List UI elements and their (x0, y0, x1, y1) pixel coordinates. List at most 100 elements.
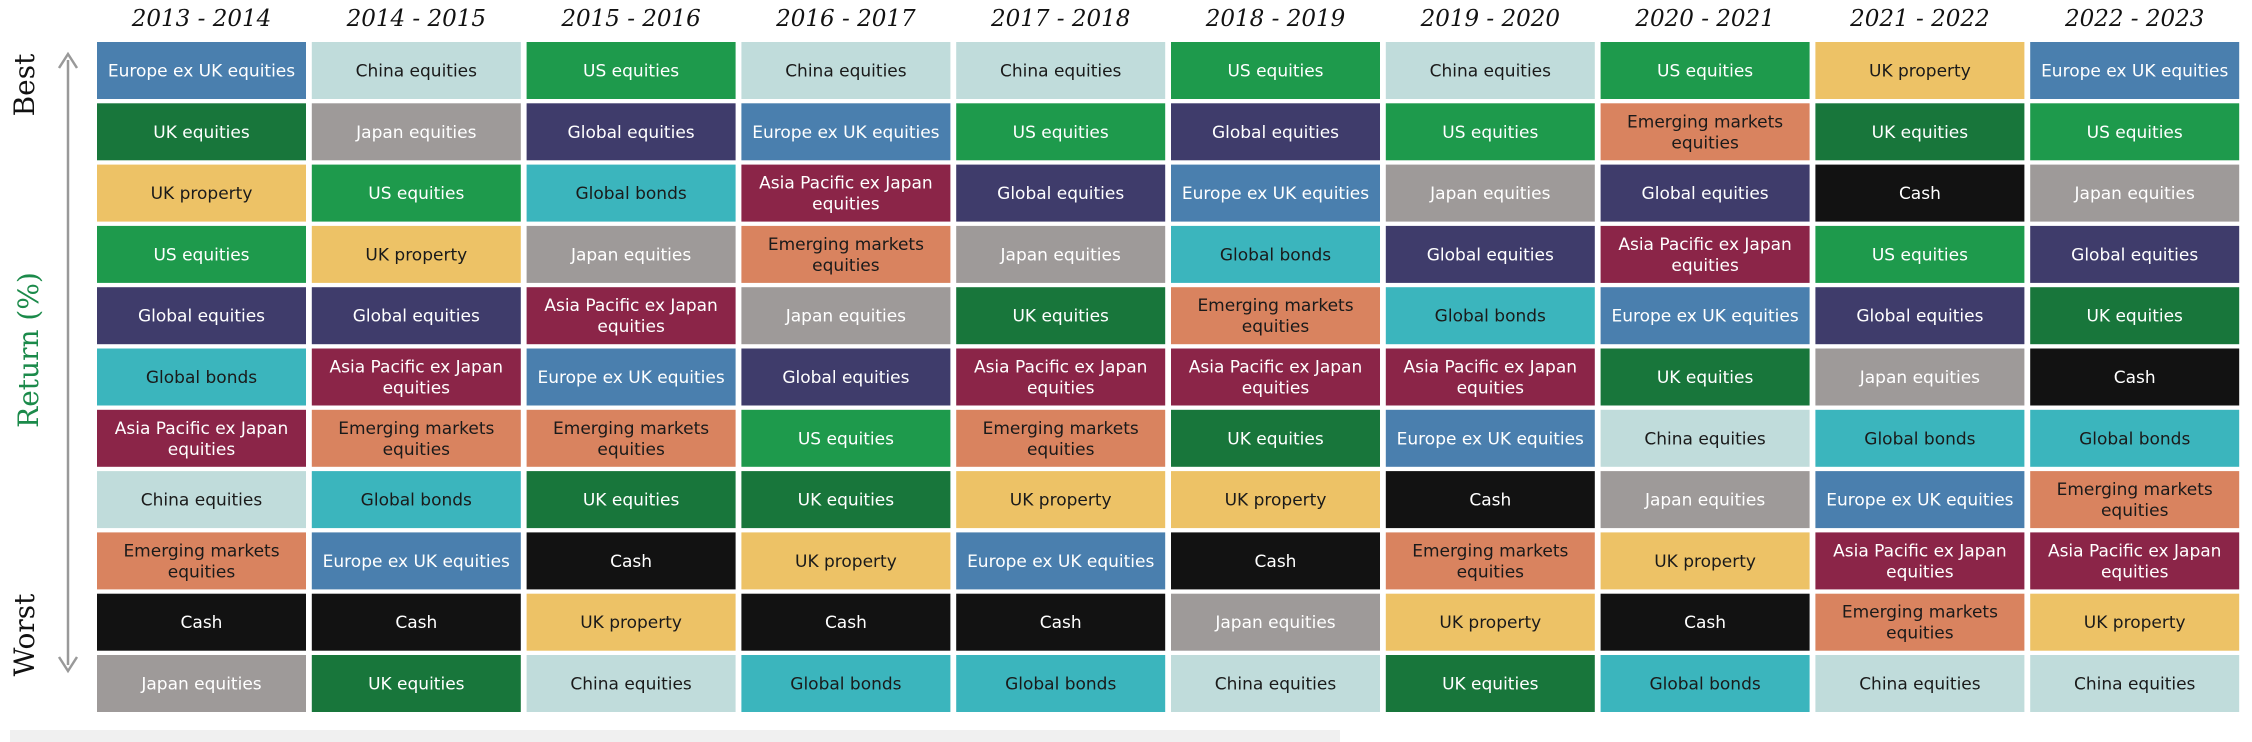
cell-label: Cash (1899, 184, 1941, 204)
ranking-cell: Emerging markets equities (311, 409, 521, 467)
cell-fill-global-bonds (2030, 409, 2240, 467)
cell-fill-cash (741, 593, 951, 651)
ranking-cell: Asia Pacific ex Japan equities (1815, 532, 2025, 590)
ranking-cell: China equities (1171, 655, 1380, 712)
cell-fill-uk-equities (1815, 103, 2025, 161)
ranking-cell: Global bonds (1815, 409, 2025, 467)
cell-fill-cash (1385, 471, 1595, 529)
cell-label: Global bonds (1435, 307, 1546, 327)
ranking-cell: Emerging markets equities (1385, 532, 1595, 590)
ranking-cell: Global bonds (2030, 409, 2240, 467)
cell-label: Europe ex UK equities (108, 62, 295, 82)
ranking-cell: Global equities (1385, 225, 1595, 283)
ranking-cell: Cash (1385, 471, 1595, 529)
cell-label: China equities (2074, 675, 2196, 695)
cell-label: China equities (785, 62, 907, 82)
cell-fill-europe-ex-uk-equities (956, 532, 1166, 590)
cell-fill-uk-equities (1385, 655, 1595, 712)
ranking-cell: Asia Pacific ex Japan equities (1600, 225, 1810, 283)
cell-label: UK equities (798, 491, 895, 511)
cell-label: Europe ex UK equities (752, 123, 939, 143)
ranking-cell: UK property (526, 593, 736, 651)
ranking-cell: UK property (956, 471, 1166, 529)
ranking-cell: Cash (741, 593, 951, 651)
cell-label: Global equities (353, 307, 480, 327)
ranking-cell: Global equities (741, 348, 951, 406)
cell-fill-cash (1171, 532, 1380, 590)
ranking-cell: Emerging markets equities (97, 532, 306, 590)
ranking-cell: Emerging markets equities (1815, 593, 2025, 651)
ranking-cell: Japan equities (1600, 471, 1810, 529)
ranking-cell: UK property (741, 532, 951, 590)
cell-label: Cash (1255, 552, 1297, 572)
cell-label: Global equities (782, 368, 909, 388)
cell-fill-asia-pacific-ex-japan-equities (1600, 225, 1810, 283)
ranking-cell: China equities (97, 471, 306, 529)
cell-fill-europe-ex-uk-equities (1385, 409, 1595, 467)
ranking-cell: Japan equities (526, 225, 736, 283)
ranking-cell: Global equities (526, 103, 736, 161)
cell-label: Japan equities (570, 245, 691, 265)
ranking-cell: China equities (1385, 42, 1595, 99)
cell-fill-japan-equities (956, 225, 1166, 283)
cell-fill-asia-pacific-ex-japan-equities (1171, 348, 1380, 406)
cell-fill-global-bonds (1600, 655, 1810, 712)
cell-fill-japan-equities (1385, 164, 1595, 222)
cell-fill-asia-pacific-ex-japan-equities (741, 164, 951, 222)
ranking-cell: Global equities (2030, 225, 2240, 283)
cell-label: Emerging markets equities (338, 419, 494, 460)
cell-fill-global-equities (1171, 103, 1380, 161)
cell-label: Asia Pacific ex Japan equities (2048, 541, 2222, 582)
cell-label: UK equities (153, 123, 250, 143)
year-label-2014-2015: 2014 - 2015 (346, 6, 486, 32)
ranking-cell: Cash (97, 593, 306, 651)
cell-fill-europe-ex-uk-equities (311, 532, 521, 590)
ranking-cell: Japan equities (2030, 164, 2240, 222)
year-label-2016-2017: 2016 - 2017 (775, 6, 916, 32)
ranking-cell: Cash (1815, 164, 2025, 222)
ranking-cell: UK property (97, 164, 306, 222)
year-header-row: 2013 - 2014 2014 - 2015 2015 - 2016 2016 - … (131, 6, 2205, 32)
ranking-cell: Asia Pacific ex Japan equities (526, 287, 736, 345)
ranking-cell: Asia Pacific ex Japan equities (97, 409, 306, 467)
cell-fill-us-equities (2030, 103, 2240, 161)
cell-fill-emerging-markets-equities (741, 225, 951, 283)
ranking-cell: Japan equities (97, 655, 306, 712)
year-label-2019-2020: 2019 - 2020 (1420, 6, 1560, 32)
ranking-cell: UK property (1171, 471, 1380, 529)
cell-fill-global-equities (1385, 225, 1595, 283)
cell-label: Cash (1684, 613, 1726, 633)
cell-fill-china-equities (956, 42, 1166, 99)
cell-fill-cash (2030, 348, 2240, 406)
cell-label: Cash (610, 552, 652, 572)
ranking-cell: Europe ex UK equities (97, 42, 306, 99)
ranking-cell: Japan equities (1815, 348, 2025, 406)
cell-label: China equities (570, 675, 692, 695)
cell-fill-china-equities (1600, 409, 1810, 467)
cell-fill-asia-pacific-ex-japan-equities (1815, 532, 2025, 590)
ranking-cell: Emerging markets equities (1600, 103, 1810, 161)
cell-label: Asia Pacific ex Japan equities (1189, 358, 1363, 399)
cell-fill-us-equities (526, 42, 736, 99)
cell-fill-emerging-markets-equities (1385, 532, 1595, 590)
cell-label: UK property (1654, 552, 1756, 572)
cell-fill-uk-equities (956, 287, 1166, 345)
cell-fill-global-equities (311, 287, 521, 345)
cell-fill-uk-property (1385, 593, 1595, 651)
cell-fill-uk-property (2030, 593, 2240, 651)
cell-label: Emerging markets equities (553, 419, 709, 460)
ranking-cell: US equities (97, 225, 306, 283)
cell-fill-emerging-markets-equities (1600, 103, 1810, 161)
cell-fill-asia-pacific-ex-japan-equities (97, 409, 306, 467)
ranking-cell: Global bonds (1600, 655, 1810, 712)
cell-fill-cash (97, 593, 306, 651)
cell-fill-uk-property (741, 532, 951, 590)
cell-fill-asia-pacific-ex-japan-equities (311, 348, 521, 406)
cell-fill-europe-ex-uk-equities (741, 103, 951, 161)
ranking-cell: UK property (1815, 42, 2025, 99)
ranking-cell: Global bonds (956, 655, 1166, 712)
ranking-cell: Cash (1171, 532, 1380, 590)
cell-label: UK property (1010, 491, 1112, 511)
cell-fill-uk-equities (741, 471, 951, 529)
